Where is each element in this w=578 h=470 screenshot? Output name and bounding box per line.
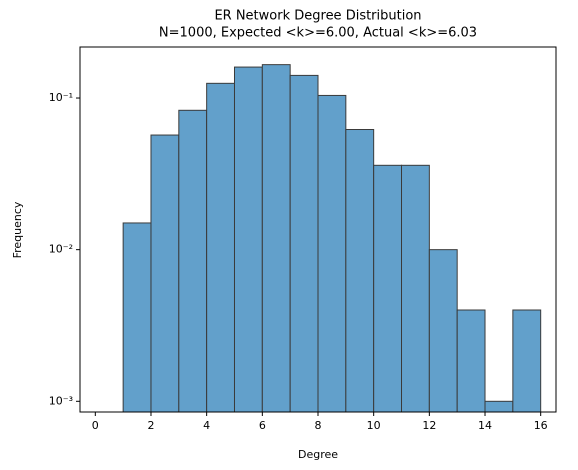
x-axis-label: Degree [298, 448, 338, 461]
bar [484, 400, 514, 413]
x-tick-label: 0 [92, 419, 99, 432]
y-axis-label: Frequency [11, 201, 24, 258]
x-tick-label: 8 [315, 419, 322, 432]
bar [317, 94, 347, 413]
bar [233, 66, 263, 413]
bar [512, 309, 542, 413]
y-tick-label: 10⁻¹ [49, 91, 73, 104]
bar [261, 64, 291, 413]
x-tick-label: 2 [147, 419, 154, 432]
bar [206, 82, 235, 413]
bar [456, 309, 486, 413]
chart-subtitle: N=1000, Expected <k>=6.00, Actual <k>=6.… [159, 26, 477, 41]
x-tick-label: 10 [367, 419, 381, 432]
x-tick-label: 12 [422, 419, 436, 432]
y-tick-label: 10⁻² [49, 243, 73, 256]
bar [150, 134, 180, 413]
bar [428, 249, 458, 413]
y-tick-label: 10⁻³ [49, 394, 73, 407]
chart-title: ER Network Degree Distribution [214, 9, 421, 24]
x-tick-label: 14 [478, 419, 492, 432]
bar [289, 74, 319, 413]
bar [401, 164, 430, 413]
bar [178, 109, 208, 413]
x-tick-label: 6 [259, 419, 266, 432]
bar [345, 129, 375, 413]
x-tick-label: 16 [534, 419, 548, 432]
bar [122, 222, 152, 413]
bar [373, 164, 403, 413]
x-tick-label: 4 [203, 419, 210, 432]
